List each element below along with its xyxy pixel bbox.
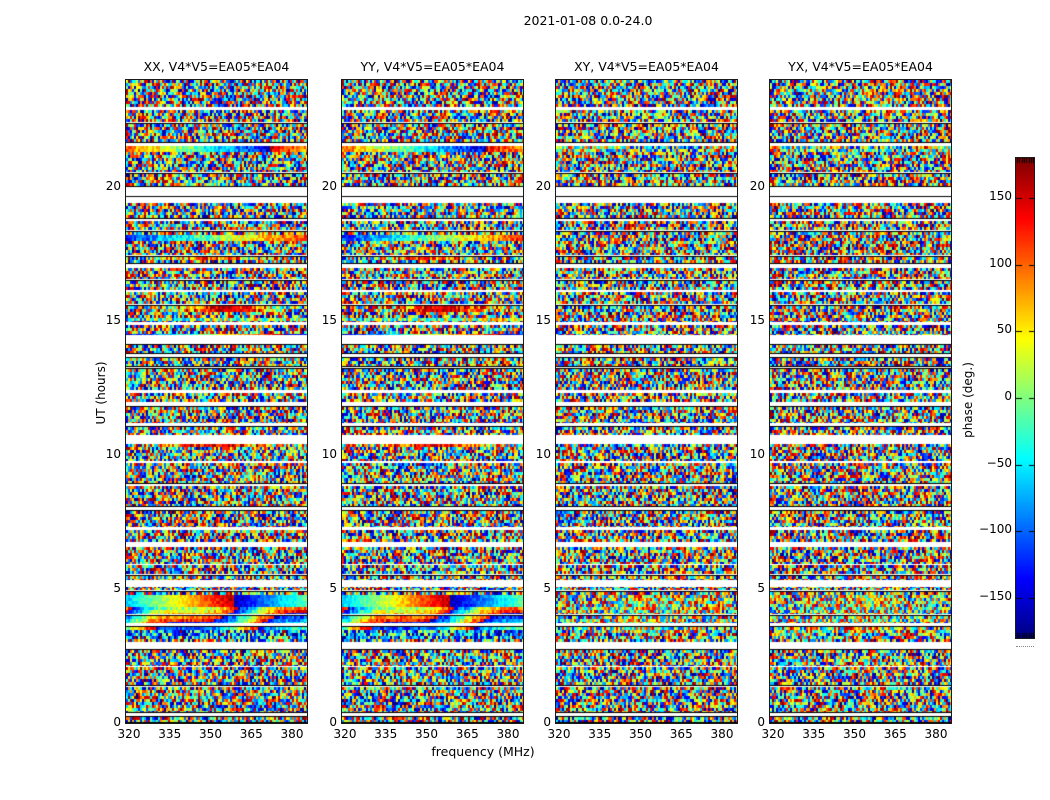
x-tick-label: 365 [239,727,263,741]
x-tick-label: 335 [802,727,826,741]
y-tick-label: 0 [757,715,765,729]
heatmap-panel-yx [769,79,952,724]
colorbar-tick-label: 50 [996,322,1012,337]
y-tick-label: 15 [321,313,337,328]
y-tick-label: 10 [321,447,337,462]
x-axis-label: frequency (MHz) [431,744,535,759]
x-tick-label: 380 [710,727,734,741]
y-tick-label: 5 [757,581,765,596]
x-tick-label: 320 [333,727,357,741]
panel-title-yx: YX, V4*V5=EA05*EA04 [788,59,933,74]
heatmap-panel-xx [125,79,308,724]
x-tick-label: 350 [199,727,222,741]
y-tick-label: 5 [543,581,551,596]
x-tick-label: 320 [761,727,785,741]
panel-title-yy: YY, V4*V5=EA05*EA04 [360,59,505,74]
x-tick-label: 365 [883,727,907,741]
y-tick-label: 0 [543,715,551,729]
y-tick-label: 10 [105,447,121,462]
colorbar-bottom-dotted-line [1016,646,1034,647]
y-tick-label: 10 [749,447,765,462]
y-tick-label: 20 [749,179,765,194]
heatmap-canvas-xy [556,80,737,723]
x-tick-label: 335 [374,727,398,741]
x-tick-label: 350 [629,727,652,741]
heatmap-panel-xy [555,79,738,724]
heatmap-canvas-yy [342,80,523,723]
x-tick-label: 320 [547,727,571,741]
y-tick-label: 15 [105,313,121,328]
x-tick-label: 335 [588,727,612,741]
x-tick-label: 365 [669,727,693,741]
x-tick-label: 380 [496,727,520,741]
y-tick-label: 0 [113,715,121,729]
y-tick-label: 15 [749,313,765,328]
x-tick-label: 320 [117,727,141,741]
y-tick-label: 15 [535,313,551,328]
y-tick-label: 20 [535,179,551,194]
y-tick-label: 20 [321,179,337,194]
heatmap-canvas-yx [770,80,951,723]
colorbar-tick-label: 150 [989,189,1012,203]
colorbar [1015,157,1035,639]
heatmap-panel-yy [341,79,524,724]
y-tick-label: 5 [329,581,337,596]
colorbar-canvas [1016,158,1034,638]
colorbar-tick-label: −100 [979,522,1012,537]
x-tick-label: 335 [158,727,182,741]
colorbar-tick-label: −150 [979,589,1012,603]
x-tick-label: 350 [415,727,438,741]
x-tick-label: 380 [924,727,948,741]
x-tick-label: 365 [455,727,479,741]
y-tick-label: 0 [329,715,337,729]
x-tick-label: 380 [280,727,304,741]
panel-title-xy: XY, V4*V5=EA05*EA04 [574,59,719,74]
y-tick-label: 20 [105,179,121,194]
colorbar-tick-label: 100 [989,255,1012,270]
y-tick-label: 5 [113,581,121,596]
figure-title: 2021-01-08 0.0-24.0 [523,13,653,28]
heatmap-canvas-xx [126,80,307,723]
panel-title-xx: XX, V4*V5=EA05*EA04 [143,59,290,74]
x-tick-label: 350 [843,727,866,741]
colorbar-tick-label: −50 [986,455,1012,470]
y-tick-label: 10 [535,447,551,462]
colorbar-tick-label: 0 [1004,389,1012,403]
